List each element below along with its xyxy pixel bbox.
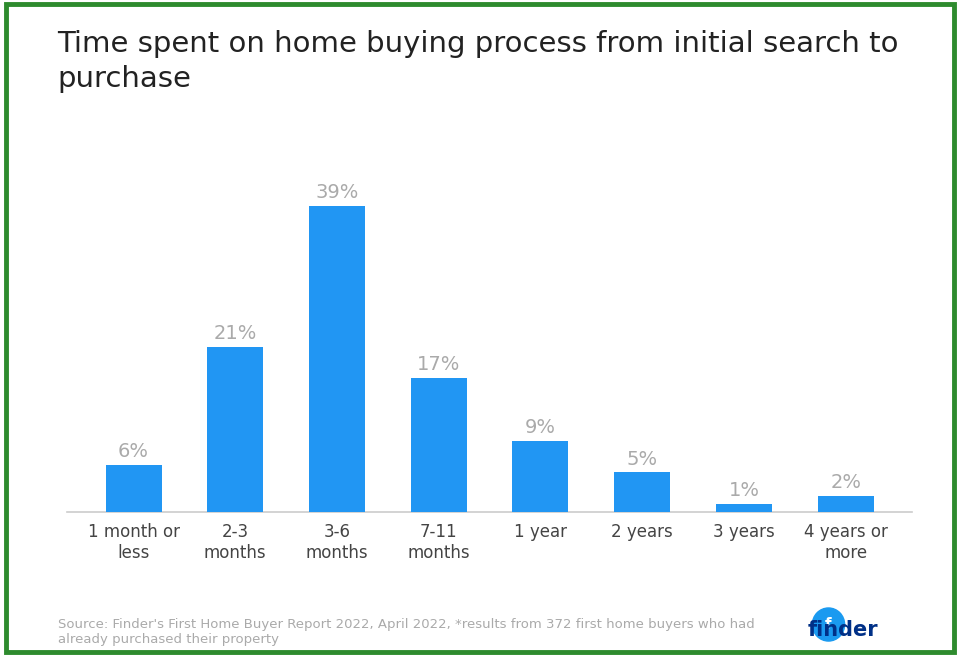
Bar [513, 441, 568, 512]
Bar [207, 347, 263, 512]
Text: 21%: 21% [214, 324, 257, 343]
Bar [818, 496, 874, 512]
Text: 2%: 2% [830, 473, 861, 492]
Text: 5%: 5% [627, 449, 658, 468]
Text: 1%: 1% [729, 481, 759, 500]
Bar [106, 464, 161, 512]
Text: f: f [826, 617, 831, 632]
Text: 39%: 39% [315, 183, 359, 202]
Text: 9%: 9% [525, 418, 556, 437]
Bar [614, 472, 670, 512]
Bar [411, 379, 467, 512]
Bar [309, 206, 365, 512]
Text: 17%: 17% [417, 356, 461, 375]
Text: Source: Finder's First Home Buyer Report 2022, April 2022, *results from 372 fir: Source: Finder's First Home Buyer Report… [58, 618, 755, 646]
Text: finder: finder [807, 620, 878, 640]
Bar [716, 504, 772, 512]
Circle shape [812, 608, 845, 641]
Text: Time spent on home buying process from initial search to
purchase: Time spent on home buying process from i… [58, 30, 900, 93]
Text: 6%: 6% [118, 441, 149, 461]
